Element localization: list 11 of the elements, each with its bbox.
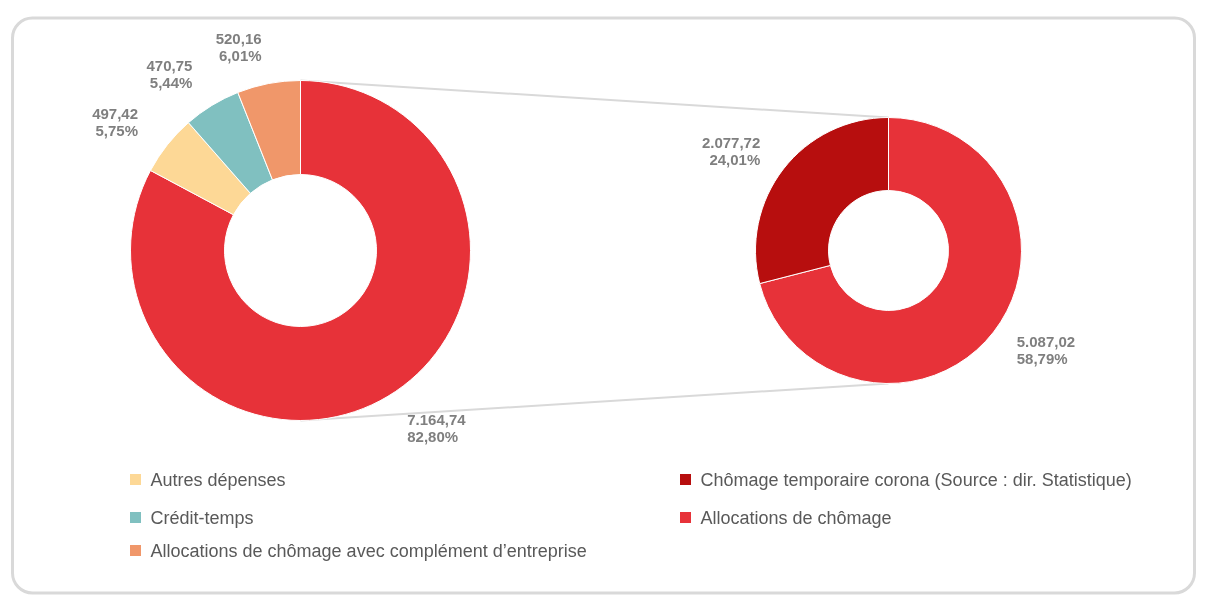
legend-label: Allocations de chômage avec complément d’entreprise — [150, 540, 587, 561]
legend-label: Autres dépenses — [150, 469, 286, 490]
data-label: 5.087,02 58,79% — [1016, 332, 1076, 367]
legend-label: Crédit-temps — [150, 507, 254, 528]
data-label: 2.077,72 24,01% — [701, 134, 761, 169]
data-label: 520,16 6,01% — [215, 29, 262, 64]
data-label: 470,75 5,44% — [146, 56, 193, 91]
legend-label: Chômage temporaire corona (Source : dir. Statistique) — [700, 469, 1132, 490]
data-label: 497,42 5,75% — [92, 104, 139, 139]
data-label: 7.164,74 82,80% — [407, 411, 467, 446]
legend-label: Allocations de chômage — [700, 507, 892, 528]
